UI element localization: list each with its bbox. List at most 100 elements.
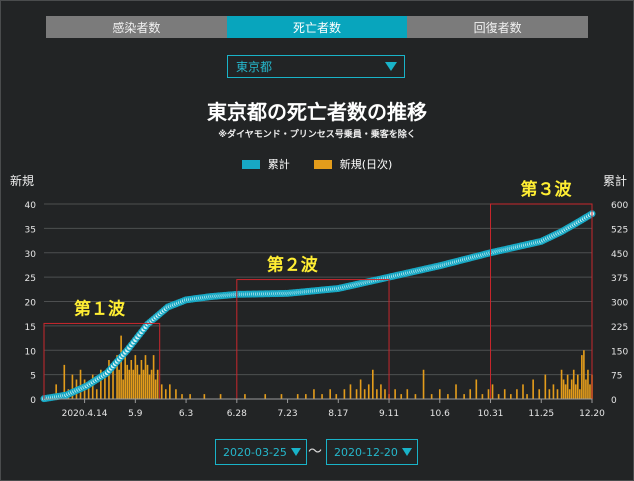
chart-subtitle: ※ダイヤモンド・プリンセス号乗員・乗客を除く <box>218 130 416 140</box>
right-tick-label: 450 <box>611 250 628 260</box>
daily-bar <box>579 389 581 399</box>
daily-bar <box>164 389 167 399</box>
tab-deaths[interactable]: 死亡者数 <box>226 16 408 38</box>
daily-bar <box>564 384 567 399</box>
daily-bar <box>104 374 106 399</box>
daily-bar <box>487 389 490 399</box>
x-tick-label: 9.11 <box>379 409 399 419</box>
daily-bar <box>156 369 159 399</box>
wave-2-label: 第２波 <box>267 255 319 276</box>
right-tick-label: 225 <box>611 323 628 333</box>
daily-bar <box>136 364 139 399</box>
daily-bar <box>363 389 366 399</box>
cumulative-series <box>40 210 596 403</box>
right-tick-label: 150 <box>611 347 628 357</box>
daily-bar <box>175 389 177 399</box>
daily-bar <box>160 384 163 399</box>
daily-bar <box>138 374 141 399</box>
daily-bar <box>126 364 129 399</box>
daily-bar <box>349 384 352 399</box>
daily-bar <box>516 389 518 399</box>
legend-swatch-daily <box>313 159 332 169</box>
daily-bar <box>422 369 425 399</box>
daily-bar <box>355 389 358 399</box>
dropdown-arrow-icon <box>402 448 412 456</box>
daily-bar <box>367 384 370 399</box>
daily-bar <box>343 389 346 399</box>
range-separator: 〜 <box>308 444 322 460</box>
daily-bar <box>400 394 403 399</box>
daily-bar <box>430 394 433 399</box>
daily-bar <box>181 394 183 399</box>
wave-2-box <box>236 279 390 400</box>
daily-bar <box>576 374 579 399</box>
daily-bar <box>142 369 145 399</box>
end-date-select[interactable]: 2020-12-20 <box>326 439 418 465</box>
daily-bar <box>556 389 559 399</box>
daily-bar <box>384 389 386 399</box>
x-tick-label: 2020.4.14 <box>62 409 108 419</box>
left-tick-label: 30 <box>25 250 37 260</box>
daily-bar <box>570 379 573 399</box>
daily-bar <box>335 394 338 399</box>
daily-bar <box>134 355 137 399</box>
daily-bar <box>120 335 122 399</box>
daily-bar <box>130 360 133 399</box>
right-tick-label: 0 <box>611 396 617 406</box>
daily-bar <box>144 355 147 399</box>
legend-label-daily: 新規(日次) <box>339 158 393 171</box>
axes: 0 5 10 15 20 25 30 35 40 0 75 150 225 300 375 450 525 600… <box>25 201 629 419</box>
right-tick-label: 75 <box>611 372 622 382</box>
daily-bar <box>544 374 547 399</box>
daily-bar <box>91 374 94 399</box>
daily-bar <box>189 394 191 399</box>
daily-bar <box>100 369 102 399</box>
legend-item-cumulative[interactable]: 累計 <box>241 156 290 172</box>
tab-bar: 感染者数 死亡者数 回復者数 <box>46 16 589 38</box>
left-tick-label: 40 <box>25 201 37 211</box>
daily-bar <box>140 360 143 399</box>
daily-bar <box>491 384 494 399</box>
tab-infections[interactable]: 感染者数 <box>46 16 227 38</box>
x-tick-label: 7.23 <box>278 409 298 419</box>
daily-bar <box>116 355 118 399</box>
daily-bar <box>203 394 206 399</box>
daily-bar <box>244 394 246 399</box>
daily-bar <box>572 369 575 399</box>
daily-bar <box>562 379 565 399</box>
daily-bar <box>589 384 591 399</box>
daily-bar <box>146 364 149 399</box>
daily-bar <box>108 360 110 399</box>
daily-bar <box>150 369 153 399</box>
x-tick-label: 5.9 <box>128 409 143 419</box>
daily-bar <box>581 355 583 399</box>
legend-item-daily[interactable]: 新規(日次) <box>313 156 393 172</box>
daily-bar <box>55 384 57 399</box>
dropdown-arrow-icon <box>385 62 397 71</box>
daily-bar <box>532 379 534 399</box>
left-tick-label: 20 <box>25 299 37 309</box>
right-tick-label: 300 <box>611 299 628 309</box>
start-date-value: 2020-03-25 <box>223 445 287 459</box>
daily-bar <box>552 384 555 399</box>
daily-bar <box>122 379 124 399</box>
start-date-select[interactable]: 2020-03-25 <box>215 439 307 465</box>
daily-bar <box>585 379 587 399</box>
x-tick-label: 11.25 <box>528 409 554 419</box>
daily-bar <box>124 350 126 399</box>
daily-bar <box>526 394 528 399</box>
daily-bar <box>128 369 131 399</box>
daily-bar <box>538 389 541 399</box>
daily-bar <box>154 379 157 399</box>
daily-bar <box>264 394 267 399</box>
daily-bar <box>497 394 500 399</box>
daily-bar <box>79 369 82 399</box>
prefecture-select[interactable]: 東京都 <box>227 55 405 78</box>
daily-bar <box>71 374 74 399</box>
daily-bar <box>148 374 151 399</box>
dropdown-arrow-icon <box>291 448 301 456</box>
daily-bar <box>566 374 569 399</box>
right-tick-label: 525 <box>611 225 628 235</box>
daily-bar <box>95 389 98 399</box>
tab-recoveries[interactable]: 回復者数 <box>407 16 589 38</box>
